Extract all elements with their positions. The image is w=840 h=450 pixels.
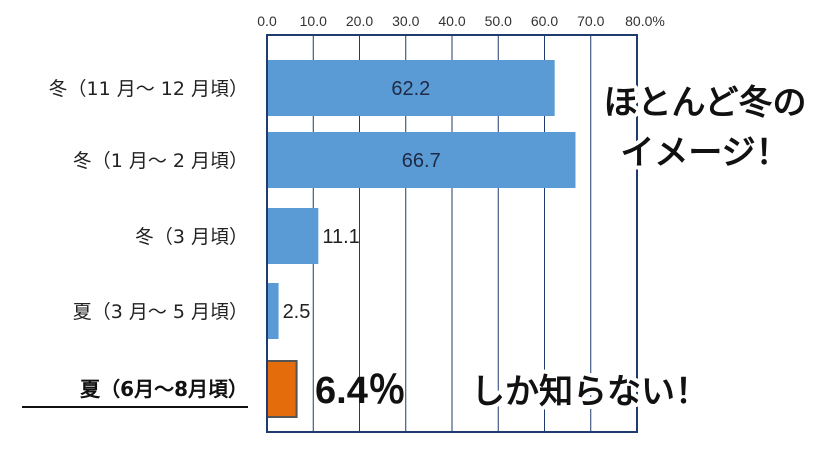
value-label-highlight: 6.4％ bbox=[315, 370, 406, 412]
x-tick-labels: 0.0 10.0 20.0 30.0 40.0 50.0 60.0 70.0 80.0% bbox=[257, 13, 665, 29]
category-label: 冬（3 月頃） bbox=[135, 226, 248, 248]
bars bbox=[266, 60, 576, 418]
category-labels: 冬（11 月～ 12 月頃） 冬（1 月～ 2 月頃） 冬（3 月頃） 夏（3 月～ … bbox=[22, 78, 248, 408]
x-tick-label: 30.0 bbox=[392, 13, 419, 29]
category-label: 夏（3 月～ 5 月頃） bbox=[73, 301, 248, 323]
annotation-text: イメージ！ bbox=[620, 133, 789, 173]
annotation-halo: イメージ！ bbox=[620, 133, 789, 173]
annotation-text: ほとんど冬の bbox=[604, 83, 807, 123]
value-label: 11.1 bbox=[322, 226, 359, 248]
x-tick-label: 0.0 bbox=[257, 13, 277, 29]
annotation-text: しか知らない！ bbox=[471, 372, 709, 412]
annotation-halo: しか知らない！ bbox=[471, 372, 709, 412]
value-label: 2.5 bbox=[283, 301, 311, 323]
x-tick-label: 40.0 bbox=[438, 13, 465, 29]
bar bbox=[267, 132, 576, 188]
x-tick-label: 80.0% bbox=[625, 13, 665, 29]
bar bbox=[267, 208, 319, 264]
value-label: 62.2 bbox=[391, 78, 430, 100]
category-label: 冬（11 月～ 12 月頃） bbox=[49, 78, 248, 100]
bar bbox=[267, 60, 555, 116]
x-tick-label: 70.0 bbox=[577, 13, 604, 29]
annotation-halo: ほとんど冬の bbox=[604, 83, 807, 123]
bar bbox=[267, 283, 279, 339]
plot-border bbox=[266, 34, 638, 433]
x-tick-label: 50.0 bbox=[485, 13, 512, 29]
category-label: 冬（1 月～ 2 月頃） bbox=[73, 150, 248, 172]
bar bbox=[266, 360, 298, 418]
x-tick-label: 10.0 bbox=[300, 13, 327, 29]
category-label-highlight: 夏（6月～8月頃） bbox=[80, 377, 248, 401]
x-tick-label: 20.0 bbox=[346, 13, 373, 29]
value-labels: 62.2 66.7 11.1 2.5 6.4％ bbox=[283, 78, 441, 412]
value-label: 66.7 bbox=[402, 150, 441, 172]
plot-frame bbox=[266, 34, 638, 433]
x-tick-label: 60.0 bbox=[531, 13, 558, 29]
